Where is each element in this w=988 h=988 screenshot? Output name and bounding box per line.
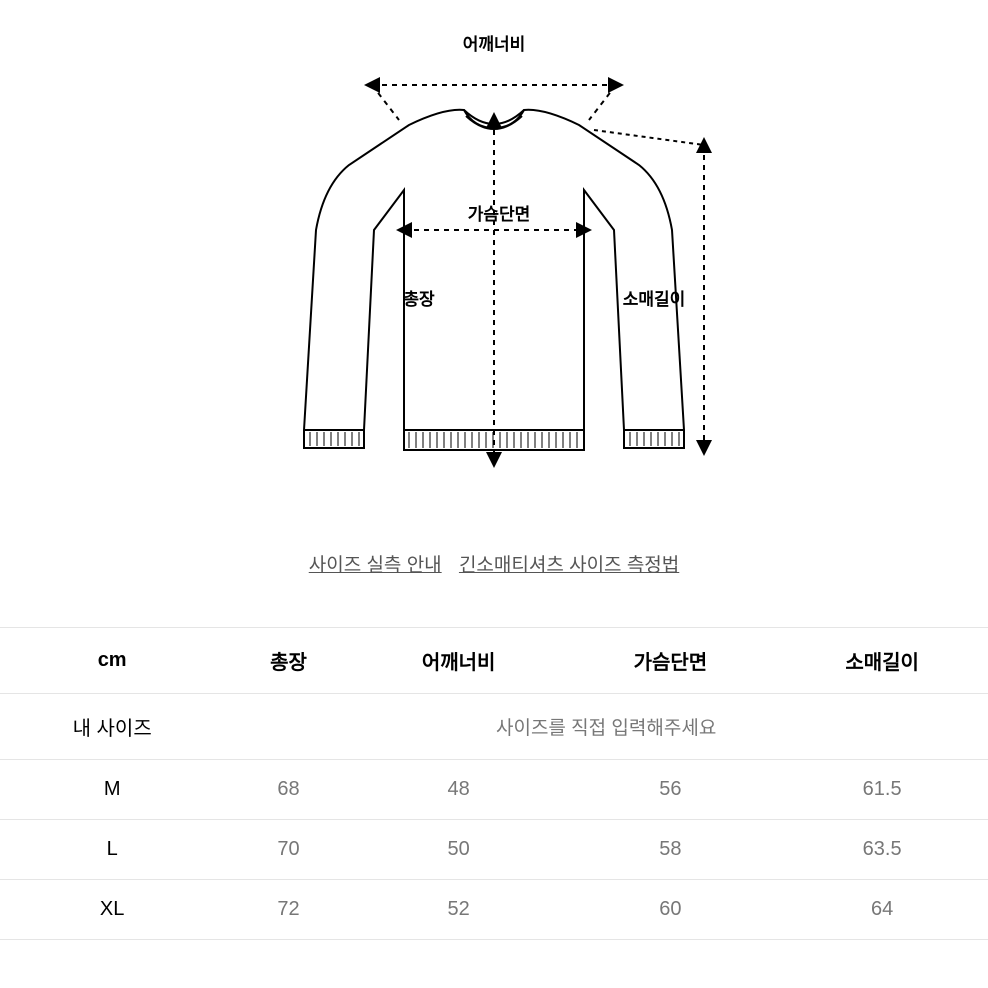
link-measure-method[interactable]: 긴소매티셔츠 사이즈 측정법 bbox=[459, 555, 679, 576]
size-table: cm 총장 어깨너비 가슴단면 소매길이 내 사이즈 사이즈를 직접 입력해주세… bbox=[0, 627, 988, 940]
cell: 61.5 bbox=[776, 760, 988, 820]
cell: 52 bbox=[353, 880, 565, 940]
cell: 50 bbox=[353, 820, 565, 880]
header-unit: cm bbox=[0, 628, 224, 694]
row-label: XL bbox=[0, 880, 224, 940]
link-size-guide[interactable]: 사이즈 실측 안내 bbox=[309, 555, 442, 576]
my-size-placeholder[interactable]: 사이즈를 직접 입력해주세요 bbox=[224, 694, 988, 760]
cell: 72 bbox=[224, 880, 353, 940]
cell: 64 bbox=[776, 880, 988, 940]
cell: 58 bbox=[565, 820, 777, 880]
cell: 70 bbox=[224, 820, 353, 880]
my-size-row[interactable]: 내 사이즈 사이즈를 직접 입력해주세요 bbox=[0, 694, 988, 760]
header-col-1: 어깨너비 bbox=[353, 628, 565, 694]
help-links: 사이즈 실측 안내 긴소매티셔츠 사이즈 측정법 bbox=[0, 550, 988, 577]
table-row: M 68 48 56 61.5 bbox=[0, 760, 988, 820]
cell: 63.5 bbox=[776, 820, 988, 880]
row-label: M bbox=[0, 760, 224, 820]
garment-svg bbox=[244, 30, 744, 510]
row-label: L bbox=[0, 820, 224, 880]
table-header-row: cm 총장 어깨너비 가슴단면 소매길이 bbox=[0, 628, 988, 694]
cell: 68 bbox=[224, 760, 353, 820]
garment-diagram: 어깨너비 가슴단면 총장 소매길이 bbox=[244, 30, 744, 510]
diagram-container: 어깨너비 가슴단면 총장 소매길이 bbox=[0, 0, 988, 510]
header-col-3: 소매길이 bbox=[776, 628, 988, 694]
cell: 48 bbox=[353, 760, 565, 820]
header-col-0: 총장 bbox=[224, 628, 353, 694]
cell: 60 bbox=[565, 880, 777, 940]
cell: 56 bbox=[565, 760, 777, 820]
my-size-label: 내 사이즈 bbox=[0, 694, 224, 760]
table-row: XL 72 52 60 64 bbox=[0, 880, 988, 940]
table-row: L 70 50 58 63.5 bbox=[0, 820, 988, 880]
header-col-2: 가슴단면 bbox=[565, 628, 777, 694]
